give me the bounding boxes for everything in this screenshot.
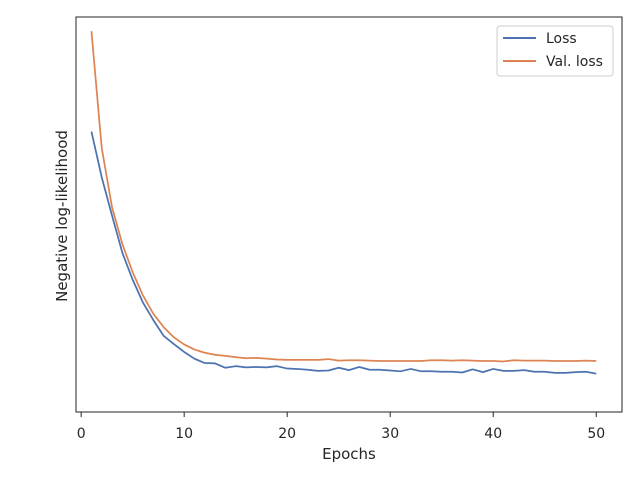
series-line-val-loss: [90, 31, 597, 363]
legend-label-loss: Loss: [546, 31, 577, 47]
legend-label-val-loss: Val. loss: [546, 54, 603, 70]
legend: Loss Val. loss: [496, 25, 614, 77]
x-tick-label-20: 20: [278, 426, 296, 442]
plot-frame: [75, 16, 623, 413]
x-tick-label-0: 0: [77, 426, 86, 442]
plot-area: [75, 16, 623, 413]
x-tick-label-40: 40: [484, 426, 502, 442]
x-tick-label-30: 30: [381, 426, 399, 442]
series-layer: [90, 31, 597, 375]
y-axis-label: Negative log-likelihood: [53, 130, 71, 302]
x-axis-label: Epochs: [322, 445, 376, 463]
x-axis-ticks: 0 10 20 30 40 50: [77, 412, 605, 442]
series-line-loss: [90, 131, 597, 375]
x-tick-label-50: 50: [587, 426, 605, 442]
x-tick-label-10: 10: [175, 426, 193, 442]
